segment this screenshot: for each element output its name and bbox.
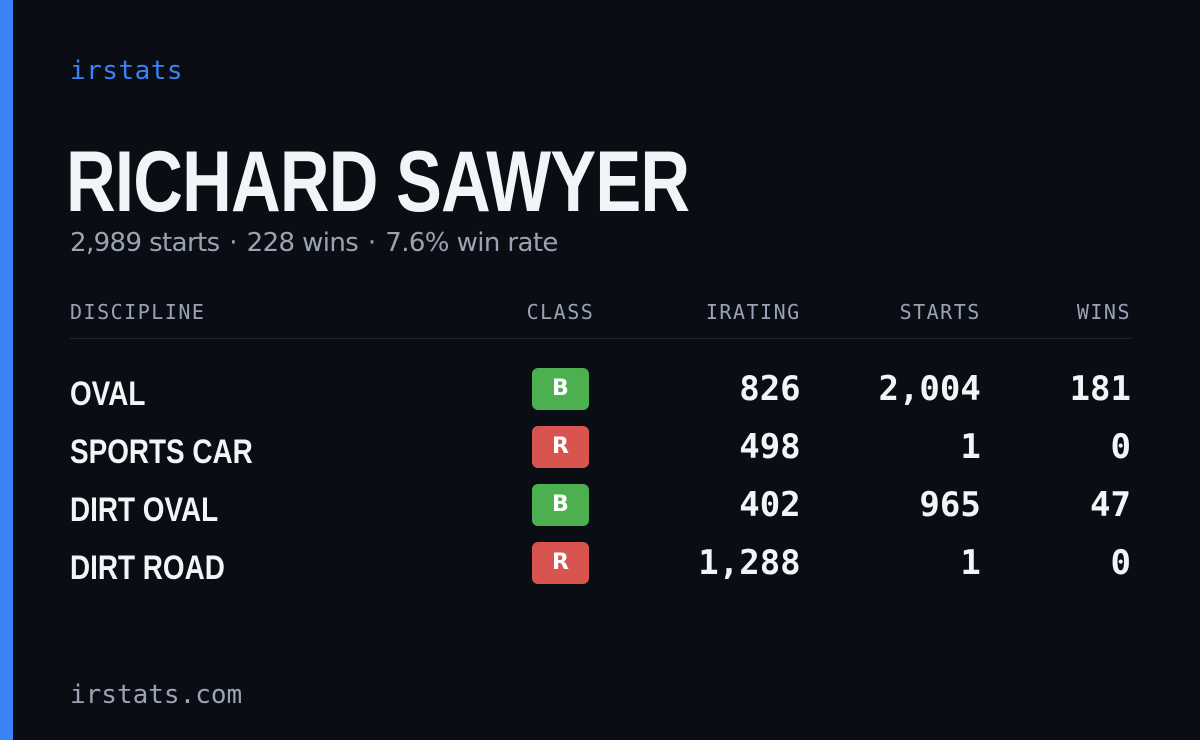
header-discipline: DISCIPLINE bbox=[70, 294, 501, 339]
class-badge: B bbox=[531, 484, 589, 526]
total-starts: 2,989 starts bbox=[70, 228, 220, 258]
discipline-name: SPORTS CAR bbox=[70, 432, 253, 471]
accent-bar bbox=[0, 0, 13, 740]
irating-value: 402 bbox=[739, 485, 801, 525]
table-header-row: DISCIPLINE CLASS IRATING STARTS WINS bbox=[70, 294, 1131, 339]
total-wins: 228 wins bbox=[246, 228, 359, 258]
wins-value: 181 bbox=[1069, 369, 1131, 410]
header-wins: WINS bbox=[980, 294, 1131, 339]
header-starts: STARTS bbox=[800, 294, 981, 339]
table-row: DIRT ROAD R 1,288 1 0 bbox=[70, 534, 1131, 592]
table-row: SPORTS CAR R 498 1 0 bbox=[70, 418, 1131, 476]
wins-value: 47 bbox=[1090, 485, 1131, 525]
header-irating: IRATING bbox=[620, 294, 801, 339]
discipline-name: DIRT ROAD bbox=[70, 548, 225, 587]
class-badge: R bbox=[531, 426, 589, 468]
starts-value: 1 bbox=[960, 543, 981, 583]
irating-value: 826 bbox=[739, 369, 801, 410]
class-badge: B bbox=[531, 368, 589, 411]
separator: · bbox=[367, 228, 376, 258]
discipline-name: OVAL bbox=[70, 374, 146, 413]
irating-value: 498 bbox=[739, 427, 801, 467]
win-rate: 7.6% win rate bbox=[385, 228, 558, 258]
driver-name: RICHARD SAWYER bbox=[66, 134, 690, 230]
starts-value: 2,004 bbox=[878, 369, 981, 410]
table-row: OVAL B 826 2,004 181 bbox=[70, 338, 1131, 418]
wins-value: 0 bbox=[1110, 427, 1131, 467]
separator: · bbox=[229, 228, 237, 258]
irating-value: 1,288 bbox=[698, 543, 801, 583]
starts-value: 1 bbox=[960, 427, 981, 467]
class-badge: R bbox=[531, 542, 589, 584]
footer-url: irstats.com bbox=[70, 680, 243, 710]
table-row: DIRT OVAL B 402 965 47 bbox=[70, 476, 1131, 534]
header-class: CLASS bbox=[500, 294, 621, 339]
wins-value: 0 bbox=[1110, 543, 1131, 583]
starts-value: 965 bbox=[919, 485, 981, 525]
brand-logo: irstats bbox=[70, 56, 184, 86]
discipline-name: DIRT OVAL bbox=[70, 490, 219, 529]
driver-summary: 2,989 starts · 228 wins · 7.6% win rate bbox=[70, 228, 558, 258]
stats-table: DISCIPLINE CLASS IRATING STARTS WINS OVA… bbox=[70, 294, 1131, 592]
